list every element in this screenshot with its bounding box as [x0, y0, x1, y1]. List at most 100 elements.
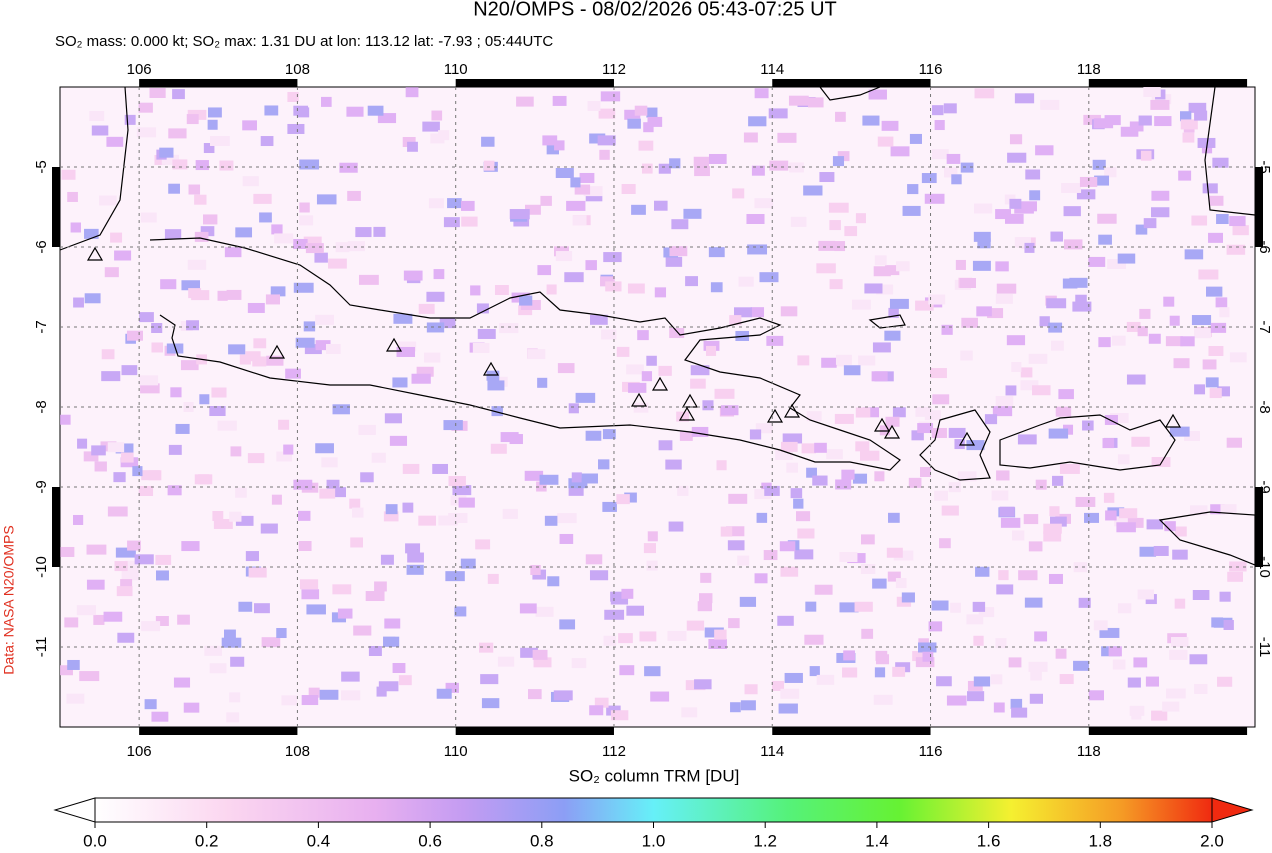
- pixel: [961, 317, 978, 328]
- pixel: [1227, 571, 1243, 582]
- pixel: [1189, 654, 1208, 665]
- pixel: [126, 330, 143, 341]
- pixel: [1163, 296, 1175, 307]
- pixel: [944, 167, 958, 178]
- pixel: [646, 355, 657, 366]
- pixel: [839, 602, 859, 613]
- pixel: [1208, 232, 1223, 243]
- pixel: [299, 579, 319, 590]
- pixel: [265, 294, 280, 305]
- pixel: [999, 506, 1015, 517]
- frame-strip: [455, 79, 614, 87]
- pixel: [481, 136, 495, 147]
- pixel: [585, 554, 603, 565]
- lon-tick-label-bottom: 112: [602, 743, 626, 760]
- pixel: [1075, 294, 1087, 305]
- pixel: [911, 430, 924, 441]
- pixel: [932, 105, 944, 116]
- pixel: [332, 584, 352, 595]
- pixel: [699, 593, 713, 604]
- pixel: [365, 591, 385, 602]
- pixel: [646, 560, 658, 571]
- pixel: [180, 360, 199, 371]
- pixel: [834, 413, 854, 424]
- pixel: [213, 518, 233, 529]
- pixel: [788, 95, 809, 106]
- pixels: [60, 87, 1249, 723]
- pixel: [60, 665, 73, 676]
- pixel: [226, 289, 242, 300]
- pixel: [1018, 570, 1038, 581]
- pixel: [727, 540, 745, 551]
- pixel: [892, 407, 906, 418]
- pixel: [708, 247, 725, 258]
- pixel: [1194, 384, 1206, 395]
- pixel: [1194, 110, 1208, 121]
- pixel: [374, 581, 387, 592]
- pixel: [571, 658, 587, 669]
- pixel: [161, 154, 180, 165]
- pixel: [245, 351, 261, 362]
- pixel: [195, 160, 209, 171]
- pixel: [1072, 301, 1092, 312]
- pixel: [720, 405, 739, 416]
- pixel: [1023, 514, 1039, 525]
- frame-strip: [455, 727, 614, 735]
- pixel: [1208, 345, 1224, 356]
- pixel: [1061, 182, 1082, 193]
- pixel: [1229, 561, 1247, 572]
- pixel: [749, 429, 762, 440]
- pixel: [396, 346, 416, 357]
- pixel: [778, 703, 798, 714]
- pixel: [173, 677, 191, 688]
- pixel: [803, 185, 823, 196]
- pixel: [315, 443, 334, 454]
- pixel: [1052, 475, 1064, 486]
- pixel: [200, 226, 215, 237]
- pixel: [426, 322, 445, 333]
- pixel: [224, 629, 236, 640]
- pixel: [1184, 431, 1200, 442]
- pixel: [210, 135, 230, 146]
- pixel: [644, 666, 661, 677]
- pixel: [943, 103, 957, 114]
- pixel: [373, 226, 386, 237]
- pixel: [211, 387, 227, 398]
- pixel: [686, 620, 705, 631]
- pixel: [89, 111, 105, 122]
- pixel: [188, 184, 201, 195]
- pixel: [1099, 627, 1120, 638]
- pixel: [341, 690, 361, 701]
- pixel: [1055, 406, 1072, 417]
- pixel: [864, 283, 883, 294]
- pixel: [276, 628, 287, 639]
- pixel: [238, 601, 253, 612]
- pixel: [1229, 352, 1247, 363]
- pixel: [871, 371, 888, 382]
- frame-strip: [772, 727, 931, 735]
- pixel: [859, 450, 880, 461]
- pixel: [552, 95, 567, 106]
- pixel: [411, 373, 431, 384]
- colorbar-tick-label: 0.8: [530, 831, 554, 850]
- pixel: [553, 690, 573, 701]
- pixel: [1039, 316, 1050, 327]
- pixel: [168, 183, 180, 194]
- pixel: [67, 191, 78, 202]
- pixel: [235, 487, 247, 498]
- lat-tick-label-right: -5: [1256, 160, 1272, 173]
- pixel: [347, 241, 365, 252]
- lat-tick-label-left: -9: [33, 480, 50, 493]
- pixel: [1217, 386, 1230, 397]
- pixel: [804, 634, 824, 645]
- pixel: [834, 241, 846, 252]
- pixel: [426, 291, 445, 302]
- pixel: [209, 406, 226, 417]
- pixel: [733, 307, 752, 318]
- pixel: [1093, 620, 1108, 631]
- pixel: [1129, 705, 1145, 716]
- pixel: [683, 208, 702, 219]
- pixel: [1215, 297, 1228, 308]
- pixel: [872, 342, 891, 353]
- pixel: [841, 469, 855, 480]
